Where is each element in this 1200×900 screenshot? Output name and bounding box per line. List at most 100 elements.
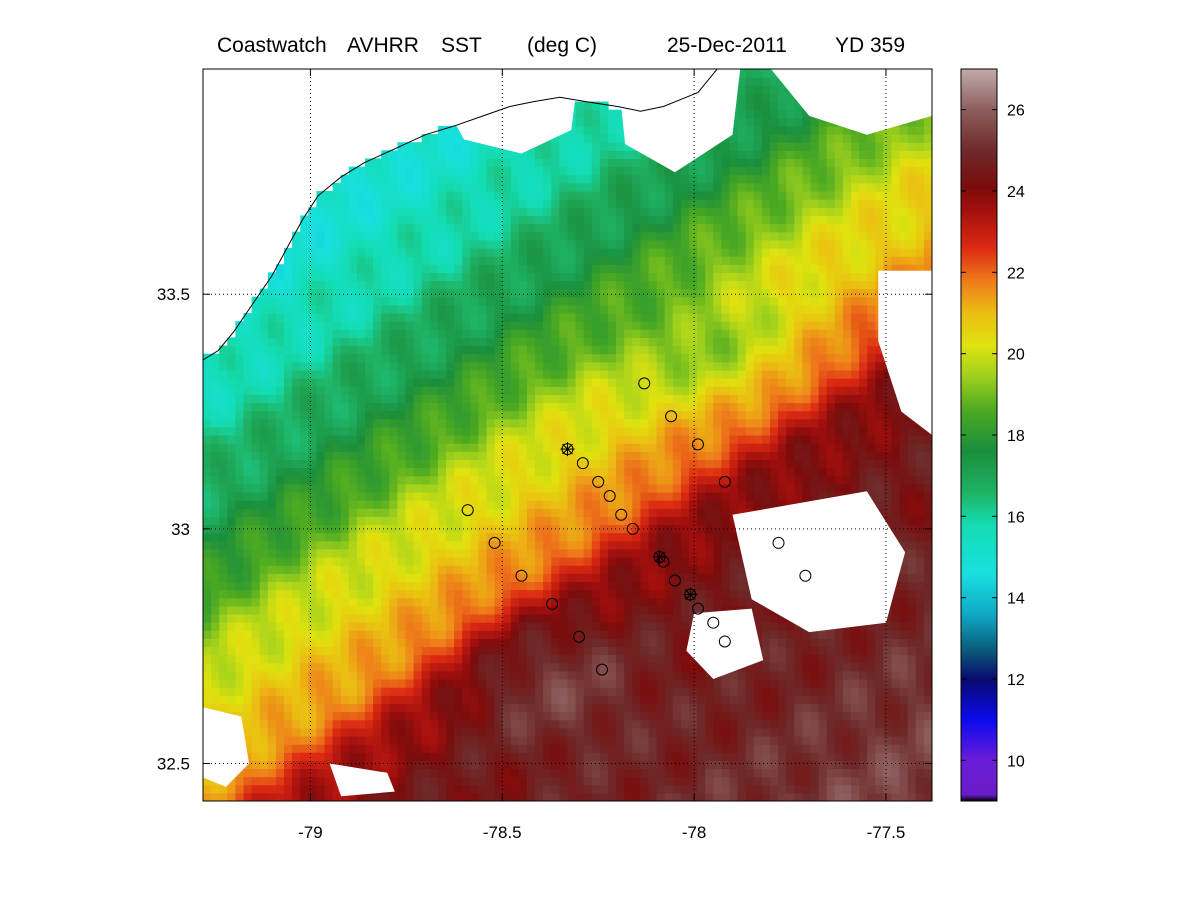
sst-cell [478, 272, 488, 282]
sst-cell [616, 687, 625, 696]
sst-cell [518, 573, 528, 582]
sst-cell [389, 215, 398, 225]
sst-cell [624, 768, 633, 778]
sst-cell [632, 394, 641, 404]
sst-cell [616, 703, 625, 713]
sst-cell [478, 313, 488, 322]
sst-cell [324, 613, 334, 623]
sst-cell [348, 296, 358, 306]
sst-cell [381, 540, 390, 550]
sst-cell [502, 548, 512, 558]
sst-cell [340, 426, 350, 436]
sst-cell [632, 622, 641, 631]
sst-cell [599, 191, 609, 200]
sst-cell [373, 630, 382, 639]
sst-cell [640, 296, 650, 306]
sst-cell [211, 353, 220, 363]
sst-cell [648, 719, 658, 729]
sst-cell [672, 670, 682, 680]
sst-cell [284, 500, 293, 509]
sst-cell [381, 426, 390, 436]
sst-cell [413, 256, 423, 265]
sst-cell [510, 288, 520, 298]
sst-cell [381, 313, 390, 322]
sst-cell [381, 223, 390, 233]
sst-cell [518, 150, 528, 160]
sst-cell [478, 321, 488, 330]
sst-cell [324, 256, 334, 265]
sst-cell [470, 662, 479, 672]
sst-cell [656, 483, 666, 493]
sst-cell [365, 215, 374, 225]
sst-cell [551, 435, 560, 444]
sst-cell [591, 565, 601, 574]
sst-cell [203, 646, 212, 656]
sst-cell [429, 500, 439, 509]
sst-cell [583, 565, 593, 574]
sst-cell [583, 101, 593, 111]
sst-cell [251, 719, 261, 729]
sst-cell [656, 744, 666, 753]
sst-cell [591, 483, 601, 493]
sst-cell [389, 369, 398, 379]
sst-cell [608, 524, 617, 534]
sst-cell [373, 467, 382, 477]
sst-cell [567, 557, 577, 566]
sst-cell [389, 646, 398, 656]
sst-cell [680, 296, 690, 306]
sst-cell [510, 378, 520, 387]
sst-cell [697, 459, 706, 469]
sst-cell [656, 451, 666, 460]
sst-cell [583, 727, 593, 737]
sst-cell [324, 679, 334, 688]
sst-cell [543, 622, 552, 631]
sst-cell [219, 418, 228, 428]
sst-cell [454, 166, 463, 176]
sst-cell [591, 605, 601, 615]
sst-cell [413, 784, 423, 794]
sst-cell [365, 565, 374, 574]
sst-cell [284, 256, 293, 265]
sst-cell [486, 597, 496, 607]
sst-cell [559, 166, 569, 176]
sst-cell [267, 679, 277, 688]
sst-cell [616, 337, 625, 347]
sst-cell [632, 491, 641, 501]
sst-cell [632, 231, 641, 241]
sst-cell [486, 792, 496, 801]
sst-cell [251, 426, 261, 436]
sst-cell [437, 280, 447, 290]
sst-cell [591, 768, 601, 778]
sst-cell [583, 540, 593, 550]
sst-cell [389, 589, 398, 599]
sst-cell [219, 589, 228, 599]
sst-cell [340, 524, 350, 534]
sst-cell [454, 451, 463, 460]
sst-cell [567, 353, 577, 363]
sst-cell [373, 353, 382, 363]
sst-cell [462, 752, 471, 761]
sst-cell [672, 735, 682, 745]
title-units: (deg C) [527, 34, 597, 57]
sst-cell [510, 735, 520, 745]
sst-cell [365, 321, 374, 330]
sst-cell [356, 524, 366, 534]
sst-cell [300, 329, 309, 338]
sst-cell [608, 174, 617, 184]
sst-cell [251, 557, 261, 566]
sst-cell [672, 313, 682, 322]
sst-cell [486, 516, 496, 526]
sst-cell [373, 337, 382, 347]
sst-cell [251, 654, 261, 664]
sst-cell [543, 516, 552, 526]
sst-cell [203, 605, 212, 615]
sst-cell [381, 280, 390, 290]
sst-cell [689, 532, 698, 542]
sst-cell [591, 247, 601, 257]
sst-cell [316, 402, 326, 412]
sst-cell [567, 435, 577, 444]
sst-cell [470, 613, 479, 623]
sst-cell [648, 613, 658, 623]
sst-cell [259, 792, 269, 801]
sst-cell [559, 752, 569, 761]
